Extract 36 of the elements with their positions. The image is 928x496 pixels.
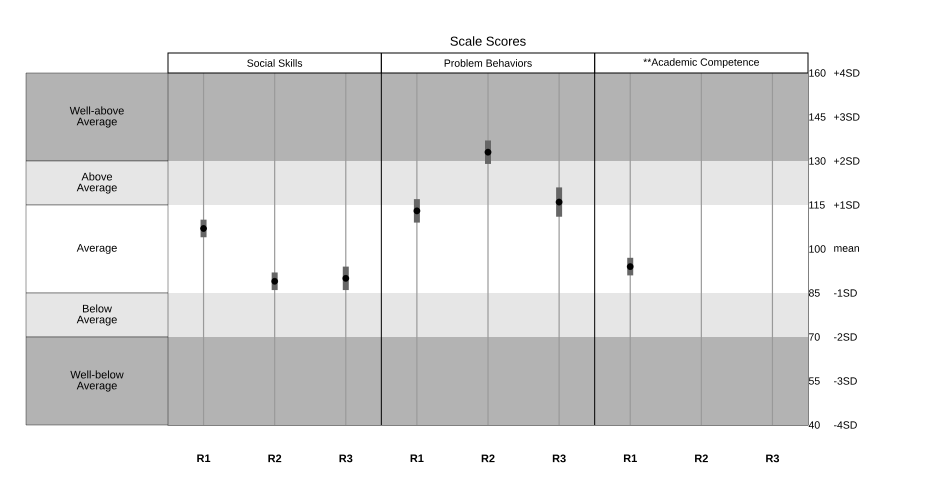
y-tick-label: 55 (808, 377, 820, 385)
y-tick-label: 40 (808, 421, 820, 429)
x-tick-label: R1 (197, 454, 210, 462)
x-tick-label: R3 (552, 454, 566, 462)
x-tick-label: R2 (695, 454, 708, 462)
y-tick-label: 100 (809, 245, 826, 253)
y2-tick-label: -2SD (834, 333, 857, 341)
band-label: Well-above Average (70, 106, 124, 128)
x-tick-label: R3 (340, 454, 352, 462)
y2-tick-label: +3SD (834, 113, 860, 121)
band-label: Above Average (76, 172, 117, 194)
band-label: Average (76, 244, 117, 254)
y-tick-label: 145 (809, 113, 826, 121)
x-tick-label: R2 (482, 454, 495, 462)
y-tick-label: 115 (809, 201, 825, 209)
text: **Academic Competence (643, 58, 759, 68)
y2-tick-label: +1SD (834, 201, 860, 209)
x-tick-label: R3 (766, 454, 780, 462)
y2-tick-label: mean (834, 246, 860, 252)
y2-tick-label: -3SD (834, 377, 857, 385)
y-tick-label: 85 (808, 289, 820, 297)
y-tick-label: 160 (809, 69, 826, 77)
band-label: Below Average (76, 304, 117, 326)
x-tick-label: R1 (624, 454, 637, 462)
y2-tick-label: -1SD (834, 289, 857, 297)
chart-title: Scale Scores (450, 36, 526, 46)
text: Social Skills (247, 59, 302, 67)
x-tick-label: R2 (268, 454, 282, 462)
y2-tick-label: +2SD (834, 157, 860, 165)
text: Problem Behaviors (444, 59, 532, 67)
y-tick-label: 70 (809, 333, 820, 341)
x-tick-label: R1 (410, 454, 424, 462)
y-tick-label: 130 (809, 157, 826, 165)
y2-tick-label: -4SD (834, 421, 857, 429)
y2-tick-label: +4SD (834, 69, 860, 77)
band-label: Well-below Average (70, 370, 124, 392)
